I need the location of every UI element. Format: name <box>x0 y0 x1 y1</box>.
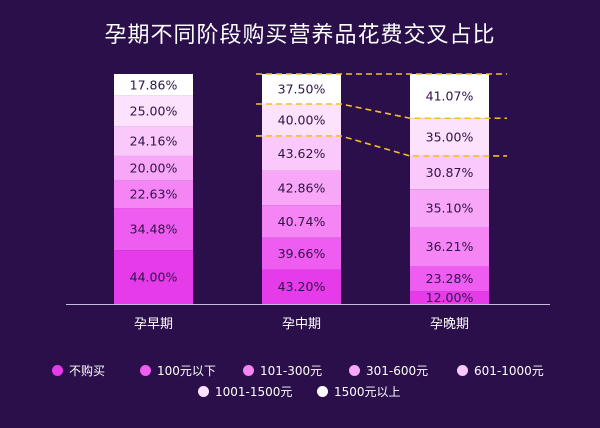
data-label: 22.63% <box>130 187 178 202</box>
connector-line <box>256 135 507 157</box>
bar-segment <box>114 250 193 304</box>
bar-segment <box>262 74 341 104</box>
legend-item: 不购买 <box>52 362 105 379</box>
bar-segment <box>410 189 489 227</box>
legend-item: 301-600元 <box>349 362 428 379</box>
bar-segment <box>410 74 489 119</box>
data-label: 43.20% <box>278 279 326 294</box>
bar-segment <box>262 205 341 238</box>
bar-segment <box>114 74 193 96</box>
data-label: 17.86% <box>130 77 178 92</box>
bar-segment <box>410 266 489 292</box>
data-label: 42.86% <box>278 181 326 196</box>
legend-item: 101-300元 <box>243 362 322 379</box>
category-label: 孕早期 <box>134 317 173 332</box>
legend-label: 不购买 <box>69 364 106 378</box>
legend-item: 1500元以上 <box>317 383 401 400</box>
chart-title: 孕期不同阶段购买营养品花费交叉占比 <box>104 23 496 48</box>
data-label: 41.07% <box>426 89 474 104</box>
data-label: 23.28% <box>426 271 474 286</box>
data-label: 43.62% <box>278 146 326 161</box>
category-label: 孕晚期 <box>430 317 469 332</box>
bar-segment <box>114 180 193 209</box>
legend-swatch <box>52 365 63 376</box>
bar-segment <box>410 291 489 304</box>
data-label: 35.10% <box>426 201 474 216</box>
data-label: 44.00% <box>130 270 178 285</box>
category-label: 孕中期 <box>282 317 321 332</box>
bar-segment <box>262 135 341 171</box>
data-label: 24.16% <box>130 134 178 149</box>
bar-segment <box>114 208 193 251</box>
bar-segment <box>262 237 341 270</box>
bar-segment <box>410 227 489 266</box>
bar-segment <box>262 170 341 206</box>
legend-label: 601-1000元 <box>474 364 544 378</box>
data-label: 30.87% <box>426 165 474 180</box>
bar-segment <box>114 155 193 181</box>
legend-item: 601-1000元 <box>457 362 544 379</box>
legend-swatch <box>457 365 468 376</box>
legend-swatch <box>243 365 254 376</box>
legend-item: 100元以下 <box>140 362 216 379</box>
data-label: 20.00% <box>130 161 178 176</box>
bar-segment <box>262 103 341 136</box>
bar-segment <box>262 269 341 304</box>
bar-segment <box>410 118 489 156</box>
legend-swatch <box>140 365 151 376</box>
connector-line <box>256 103 507 120</box>
data-label: 40.00% <box>278 112 326 127</box>
data-label: 37.50% <box>278 82 326 97</box>
data-label: 39.66% <box>278 246 326 261</box>
legend-item: 1001-1500元 <box>198 383 292 400</box>
data-label: 35.00% <box>426 130 474 145</box>
bar-segment <box>410 155 489 190</box>
legend-swatch <box>317 386 328 397</box>
legend-label: 1500元以上 <box>334 385 401 399</box>
legend-swatch <box>349 365 360 376</box>
bar-segment <box>114 126 193 156</box>
data-label: 34.48% <box>130 222 178 237</box>
data-label: 25.00% <box>130 104 178 119</box>
bar-segment <box>114 95 193 127</box>
legend-label: 100元以下 <box>157 364 216 378</box>
legend-label: 301-600元 <box>366 364 429 378</box>
data-label: 36.21% <box>426 239 474 254</box>
data-label: 12.00% <box>426 290 474 305</box>
legend-swatch <box>198 386 209 397</box>
data-label: 40.74% <box>278 214 326 229</box>
legend-label: 101-300元 <box>260 364 323 378</box>
legend-label: 1001-1500元 <box>215 385 293 399</box>
